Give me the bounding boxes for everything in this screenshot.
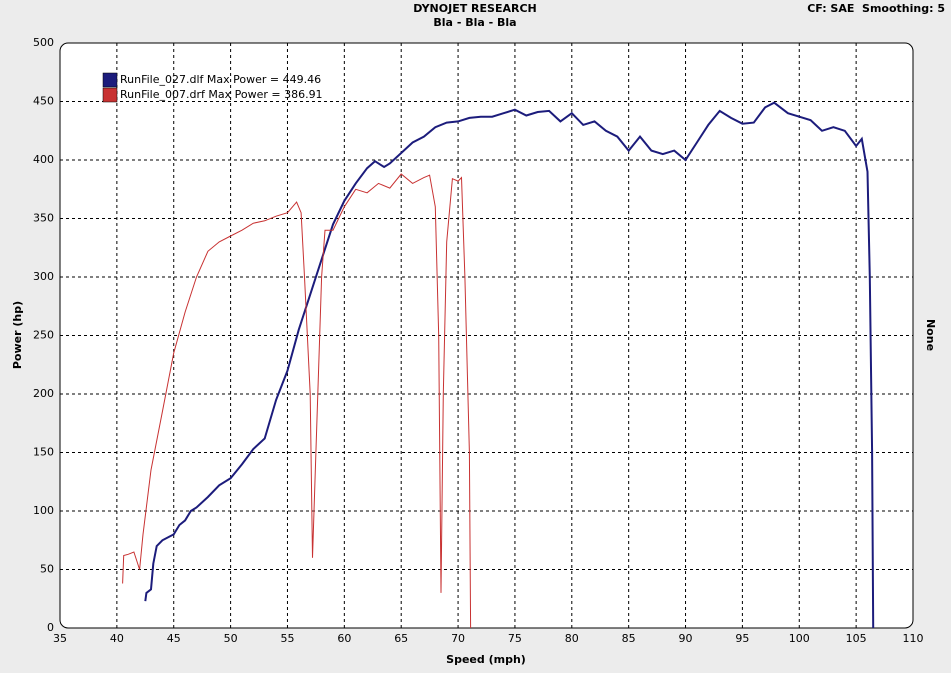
annotation: CF: SAE Smoothing: 5 — [807, 2, 945, 15]
line — [144, 101, 875, 629]
y-tick-label: 300 — [33, 270, 54, 283]
x-tick-label: 35 — [53, 632, 67, 645]
y-tick-label: 100 — [33, 504, 54, 517]
right-axis-label: None — [924, 319, 937, 351]
y-tick-label: 150 — [33, 446, 54, 459]
x-tick-label: 100 — [789, 632, 810, 645]
y-tick-label: 50 — [40, 563, 54, 576]
x-tick-label: 95 — [735, 632, 749, 645]
y-tick-label: 500 — [33, 36, 54, 49]
x-axis-label: Speed (mph) — [446, 653, 526, 666]
legend-swatch — [102, 72, 118, 88]
y-tick-label: 450 — [33, 95, 54, 108]
x-tick-label: 80 — [565, 632, 579, 645]
x-tick-label: 50 — [224, 632, 238, 645]
x-tick-label: 75 — [508, 632, 522, 645]
y-tick-label: 200 — [33, 387, 54, 400]
x-tick-label: 45 — [167, 632, 181, 645]
x-tick-label: 110 — [903, 632, 924, 645]
y-tick-label: 0 — [47, 621, 54, 634]
x-tick-label: 55 — [280, 632, 294, 645]
x-tick-label: 90 — [679, 632, 693, 645]
chart-subtitle: Bla - Bla - Bla — [433, 16, 516, 29]
x-tick-label: 105 — [846, 632, 867, 645]
line — [122, 173, 472, 629]
x-tick-label: 85 — [622, 632, 636, 645]
chart-title: DYNOJET RESEARCH — [413, 2, 536, 15]
legend-label: RunFile_027.dlf Max Power = 449.46 — [120, 73, 321, 86]
x-tick-label: 65 — [394, 632, 408, 645]
x-tick-label: 40 — [110, 632, 124, 645]
y-axis-label: Power (hp) — [11, 301, 24, 369]
legend-label: RunFile_007.drf Max Power = 386.91 — [120, 88, 323, 101]
y-tick-label: 350 — [33, 212, 54, 225]
legend-swatch — [102, 87, 118, 103]
x-tick-label: 60 — [337, 632, 351, 645]
x-tick-label: 70 — [451, 632, 465, 645]
y-tick-label: 250 — [33, 329, 54, 342]
y-tick-label: 400 — [33, 153, 54, 166]
